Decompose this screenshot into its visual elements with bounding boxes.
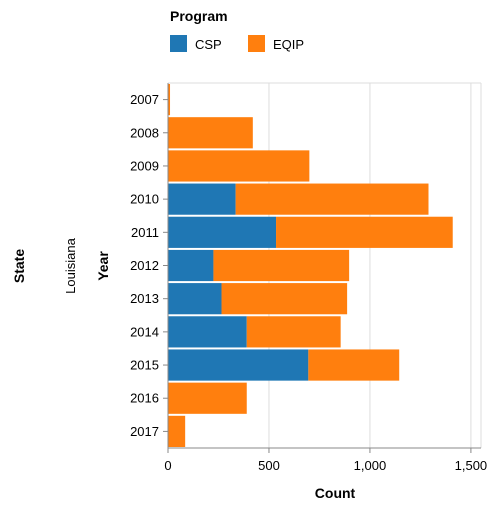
x-tick-label-0: 0 bbox=[164, 458, 171, 473]
y-tick-label-2016: 2016 bbox=[130, 391, 159, 406]
y-tick-label-2012: 2012 bbox=[130, 258, 159, 273]
bar-eqip-2009 bbox=[168, 150, 310, 182]
y-tick-label-2011: 2011 bbox=[131, 225, 159, 240]
bar-eqip-2012 bbox=[213, 249, 350, 282]
x-tick-label-1500: 1,500 bbox=[455, 458, 488, 473]
y-tick-label-2017: 2017 bbox=[130, 424, 159, 439]
bar-csp-2010 bbox=[168, 183, 236, 215]
y-tick-label-2014: 2014 bbox=[130, 324, 159, 339]
bar-eqip-2016 bbox=[168, 382, 247, 414]
y-axis: 2007 2008 2009 2010 2011 2012 2013 2014 2015 2016… bbox=[130, 83, 169, 448]
bar-eqip-2013 bbox=[221, 283, 348, 315]
x-axis-title: Count bbox=[315, 485, 356, 501]
y-tick-label-2007: 2007 bbox=[130, 92, 159, 107]
bar-csp-2014 bbox=[168, 316, 247, 348]
legend-swatch-csp bbox=[170, 35, 187, 52]
bar-eqip-2007 bbox=[168, 83, 171, 116]
bar-eqip-2008 bbox=[168, 117, 253, 149]
y-tick-label-2010: 2010 bbox=[130, 192, 159, 207]
y-axis-title: Year bbox=[95, 251, 111, 281]
legend: Program CSP EQIP bbox=[170, 8, 304, 52]
bar-eqip-2017 bbox=[168, 415, 186, 448]
x-tick-label-500: 500 bbox=[258, 458, 280, 473]
facet-label: Louisiana bbox=[63, 237, 78, 293]
legend-swatch-eqip bbox=[248, 35, 265, 52]
bar-eqip-2011 bbox=[276, 216, 453, 248]
x-tick-label-1000: 1,000 bbox=[354, 458, 387, 473]
y-tick-label-2013: 2013 bbox=[130, 291, 159, 306]
y-tick-label-2008: 2008 bbox=[130, 125, 159, 140]
bar-eqip-2015 bbox=[308, 349, 400, 381]
x-axis: 0 500 1,000 1,500 bbox=[164, 447, 488, 473]
y-tick-label-2015: 2015 bbox=[130, 358, 159, 373]
legend-label-csp: CSP bbox=[195, 37, 222, 52]
facet-title: State bbox=[11, 249, 27, 283]
bars bbox=[168, 83, 453, 448]
legend-label-eqip: EQIP bbox=[273, 37, 304, 52]
y-tick-label-2009: 2009 bbox=[130, 158, 159, 173]
legend-title: Program bbox=[170, 8, 228, 24]
bar-csp-2013 bbox=[168, 283, 222, 315]
bar-csp-2015 bbox=[168, 349, 309, 381]
bar-csp-2012 bbox=[168, 249, 214, 282]
bar-csp-2011 bbox=[168, 216, 277, 248]
bar-eqip-2010 bbox=[235, 183, 429, 215]
bar-eqip-2014 bbox=[246, 316, 341, 348]
